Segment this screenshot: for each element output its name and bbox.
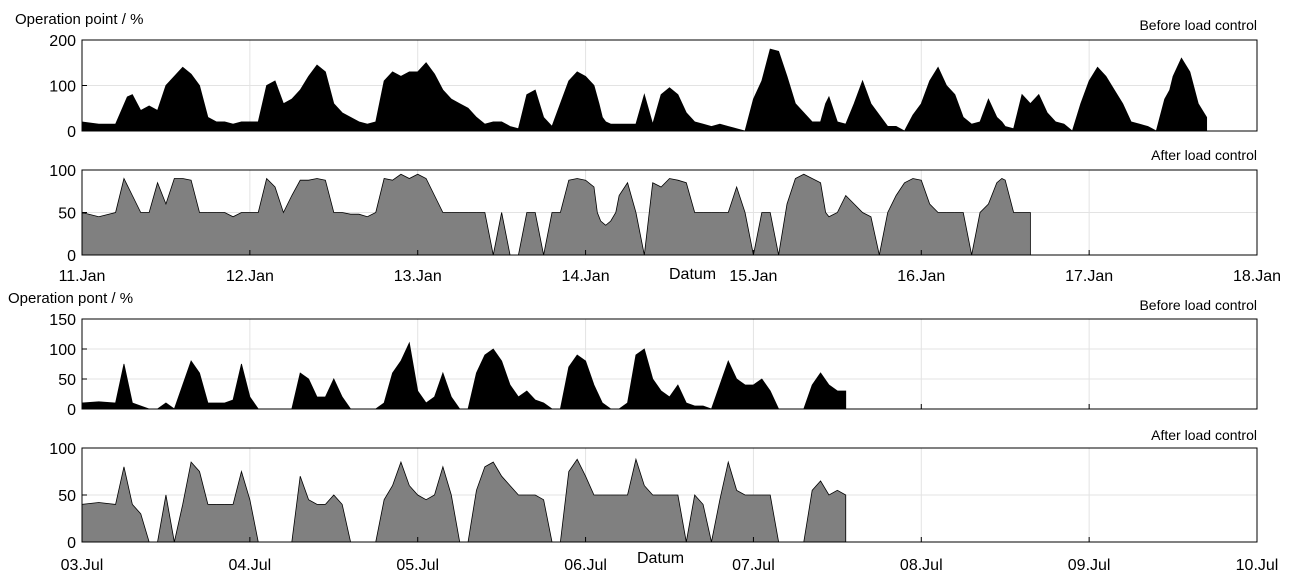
plot-area xyxy=(82,319,1257,409)
bottom-xlabel: Datum xyxy=(637,550,684,567)
panel-title: Before load control xyxy=(1139,17,1257,33)
y-tick-label: 0 xyxy=(67,535,76,552)
x-tick-label: 16.Jan xyxy=(897,268,945,285)
top-ylabel: Operation point / % xyxy=(15,11,143,28)
panel-title: Before load control xyxy=(1139,297,1257,313)
chart-panels: 0 100 200 Before load control 0 50 100 11.Jan 12… xyxy=(49,17,1281,573)
panel-4: 0 50 100 03.Jul 04.Jul 05.Jul 06.Jul 07.Jul 08.J… xyxy=(49,427,1278,573)
x-tick-label: 09.Jul xyxy=(1068,557,1111,573)
y-tick-label: 50 xyxy=(58,206,76,223)
y-tick-label: 200 xyxy=(49,33,76,50)
x-tick-label: 18.Jan xyxy=(1233,268,1281,285)
x-tick-label: 03.Jul xyxy=(61,557,104,573)
y-tick-label: 0 xyxy=(67,248,76,265)
panel-3: 0 50 100 150 Before load control xyxy=(49,297,1258,419)
x-tick-label: 07.Jul xyxy=(732,557,775,573)
y-tick-label: 100 xyxy=(49,441,76,458)
y-tick-label: 100 xyxy=(49,79,76,96)
x-tick-label: 10.Jul xyxy=(1236,557,1279,573)
bottom-ylabel: Operation pont / % xyxy=(8,290,133,307)
x-tick-label: 08.Jul xyxy=(900,557,943,573)
y-tick-label: 50 xyxy=(58,488,76,505)
area-series xyxy=(81,173,1031,256)
x-tick-label: 04.Jul xyxy=(229,557,272,573)
plot-frame xyxy=(81,318,1258,410)
y-tick-label: 150 xyxy=(49,312,76,329)
x-tick-label: 17.Jan xyxy=(1065,268,1113,285)
y-tick-label: 0 xyxy=(67,402,76,419)
panel-2: 0 50 100 11.Jan 12.Jan 13.Jan 14.Jan 15.Jan 16.J… xyxy=(49,147,1281,285)
y-tick-label: 50 xyxy=(58,372,76,389)
x-tick-label: 11.Jan xyxy=(59,268,106,285)
y-tick-label: 100 xyxy=(49,163,76,180)
y-tick-label: 0 xyxy=(67,124,76,141)
panel-1: 0 100 200 Before load control xyxy=(49,17,1258,141)
panel-title: After load control xyxy=(1151,427,1257,443)
panel-title: After load control xyxy=(1151,147,1257,163)
x-tick-label: 15.Jan xyxy=(729,268,777,285)
x-tick-label: 05.Jul xyxy=(396,557,439,573)
x-tick-label: 13.Jan xyxy=(394,268,442,285)
x-tick-label: 06.Jul xyxy=(564,557,607,573)
x-tick-label: 12.Jan xyxy=(226,268,274,285)
top-xlabel: Datum xyxy=(669,266,716,283)
y-tick-label: 100 xyxy=(49,342,76,359)
x-tick-label: 14.Jan xyxy=(562,268,610,285)
